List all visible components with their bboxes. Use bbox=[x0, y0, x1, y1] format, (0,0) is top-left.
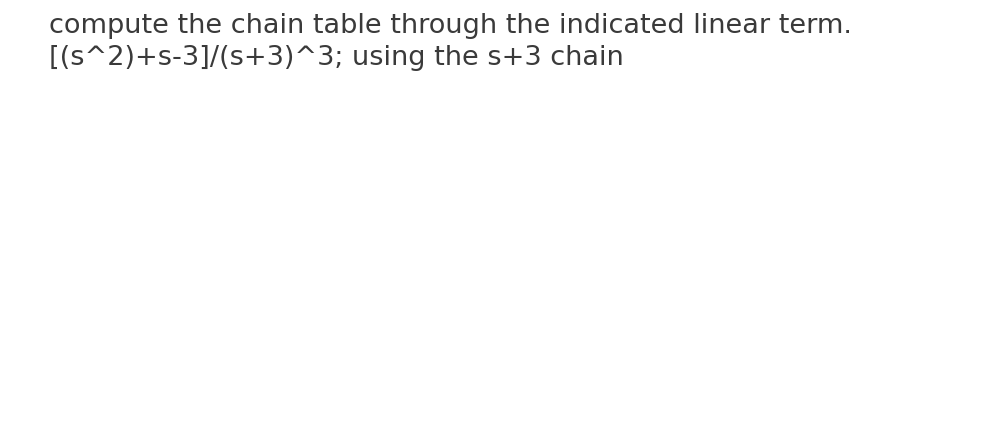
Text: compute the chain table through the indicated linear term.
[(s^2)+s-3]/(s+3)^3; : compute the chain table through the indi… bbox=[49, 13, 852, 70]
